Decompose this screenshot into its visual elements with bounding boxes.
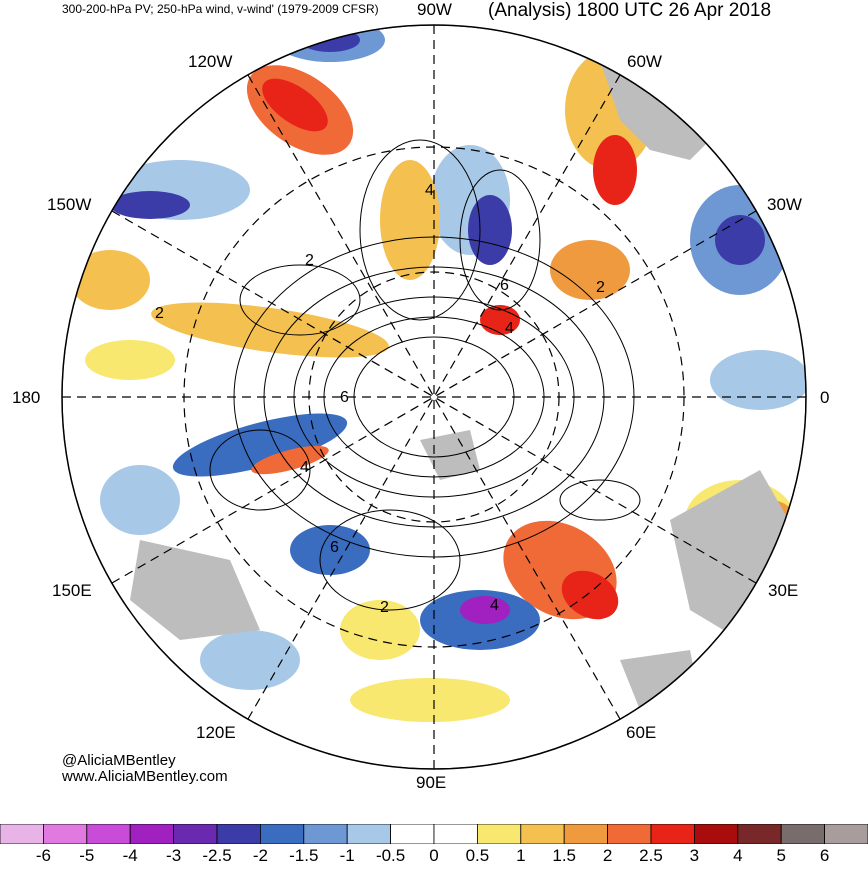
- valid-time-title: (Analysis) 1800 UTC 26 Apr 2018: [488, 0, 772, 21]
- colorbar-swatch: [303, 824, 348, 844]
- credit-website: www.AliciaMBentley.com: [62, 768, 228, 785]
- lon-label-120e: 120E: [196, 723, 236, 742]
- colorbar-swatch: [607, 824, 652, 844]
- colorbar-swatch: [173, 824, 218, 844]
- contour-label: 2: [305, 252, 314, 269]
- colorbar-tick-label: -1.5: [289, 846, 319, 865]
- lon-label-30e: 30E: [768, 581, 799, 600]
- contour-label: 4: [300, 459, 309, 476]
- colorbar-tick-label: 1.5: [552, 846, 577, 865]
- colorbar-swatch: [737, 824, 782, 844]
- lon-label-30w: 30W: [767, 195, 802, 214]
- lon-label-150w: 150W: [47, 195, 92, 214]
- lon-label-90w: 90W: [417, 0, 452, 19]
- colorbar-swatch: [0, 824, 44, 844]
- colorbar-swatch: [476, 824, 522, 844]
- colorbar-swatch: [563, 824, 609, 844]
- contour-label: 2: [596, 279, 605, 296]
- colorbar-tick-label: -2: [252, 846, 268, 865]
- colorbar-tick-label: -1: [339, 846, 355, 865]
- contour-label: 6: [340, 389, 349, 406]
- credit-handle: @AliciaMBentley: [62, 752, 176, 769]
- colorbar-swatch: [433, 824, 478, 844]
- colorbar-tick-label: 2: [602, 846, 613, 865]
- colorbar-swatch: [390, 824, 435, 844]
- lon-label-0: 0: [820, 388, 830, 407]
- colorbar-tick-label: 2.5: [639, 846, 663, 865]
- colorbar-tick-label: 1: [516, 846, 526, 865]
- graticule: [62, 25, 806, 769]
- colorbar-tick-label: -4: [122, 846, 138, 865]
- contour-label: 4: [505, 320, 514, 337]
- contour-label: 4: [425, 182, 434, 199]
- colorbar-tick-label: -6: [35, 846, 51, 865]
- colorbar-swatch: [216, 824, 261, 844]
- lon-label-150e: 150E: [52, 581, 92, 600]
- lon-label-120w: 120W: [188, 52, 233, 71]
- colorbar-tick-label: -2.5: [202, 846, 232, 865]
- colorbar-swatch: [129, 824, 174, 844]
- colorbar-tick-label: 4: [733, 846, 743, 865]
- colorbar-tick-label: -0.5: [375, 846, 406, 865]
- colorbar-tick-label: 6: [819, 846, 830, 865]
- lon-label-180: 180: [12, 388, 41, 407]
- colorbar-tick-label: 0: [429, 846, 439, 865]
- colorbar: [0, 824, 868, 844]
- lon-label-90e: 90E: [416, 773, 447, 792]
- map-title: 300-200-hPa PV; 250-hPa wind, v-wind' (1…: [62, 2, 379, 16]
- colorbar-tick-label: 5: [776, 846, 786, 865]
- colorbar-swatch: [520, 824, 565, 844]
- colorbar-swatch: [259, 824, 305, 844]
- contour-label: 6: [330, 539, 339, 556]
- contour-labels: 4 6 4 2 2 6 4 6 2 4 2: [155, 182, 605, 616]
- map-boundary: [61, 24, 807, 770]
- contour-label: 4: [490, 597, 499, 614]
- contour-label: 2: [155, 305, 164, 322]
- colorbar-swatch: [694, 824, 739, 844]
- colorbar-swatch: [43, 824, 88, 844]
- lon-label-60w: 60W: [627, 52, 662, 71]
- colorbar-swatch: [824, 824, 868, 844]
- colorbar-tick-label: -3: [166, 846, 182, 865]
- colorbar-tick-label: 3: [689, 846, 700, 865]
- colorbar-tick-label: -5: [79, 846, 95, 865]
- colorbar-swatch: [346, 824, 392, 844]
- colorbar-swatch: [86, 824, 131, 844]
- contour-label: 2: [380, 599, 389, 616]
- colorbar-tick-label: 0.5: [465, 846, 490, 865]
- lon-label-60e: 60E: [626, 723, 657, 742]
- colorbar-swatch: [650, 824, 695, 844]
- contour-label: 6: [500, 277, 509, 294]
- colorbar-swatch: [780, 824, 826, 844]
